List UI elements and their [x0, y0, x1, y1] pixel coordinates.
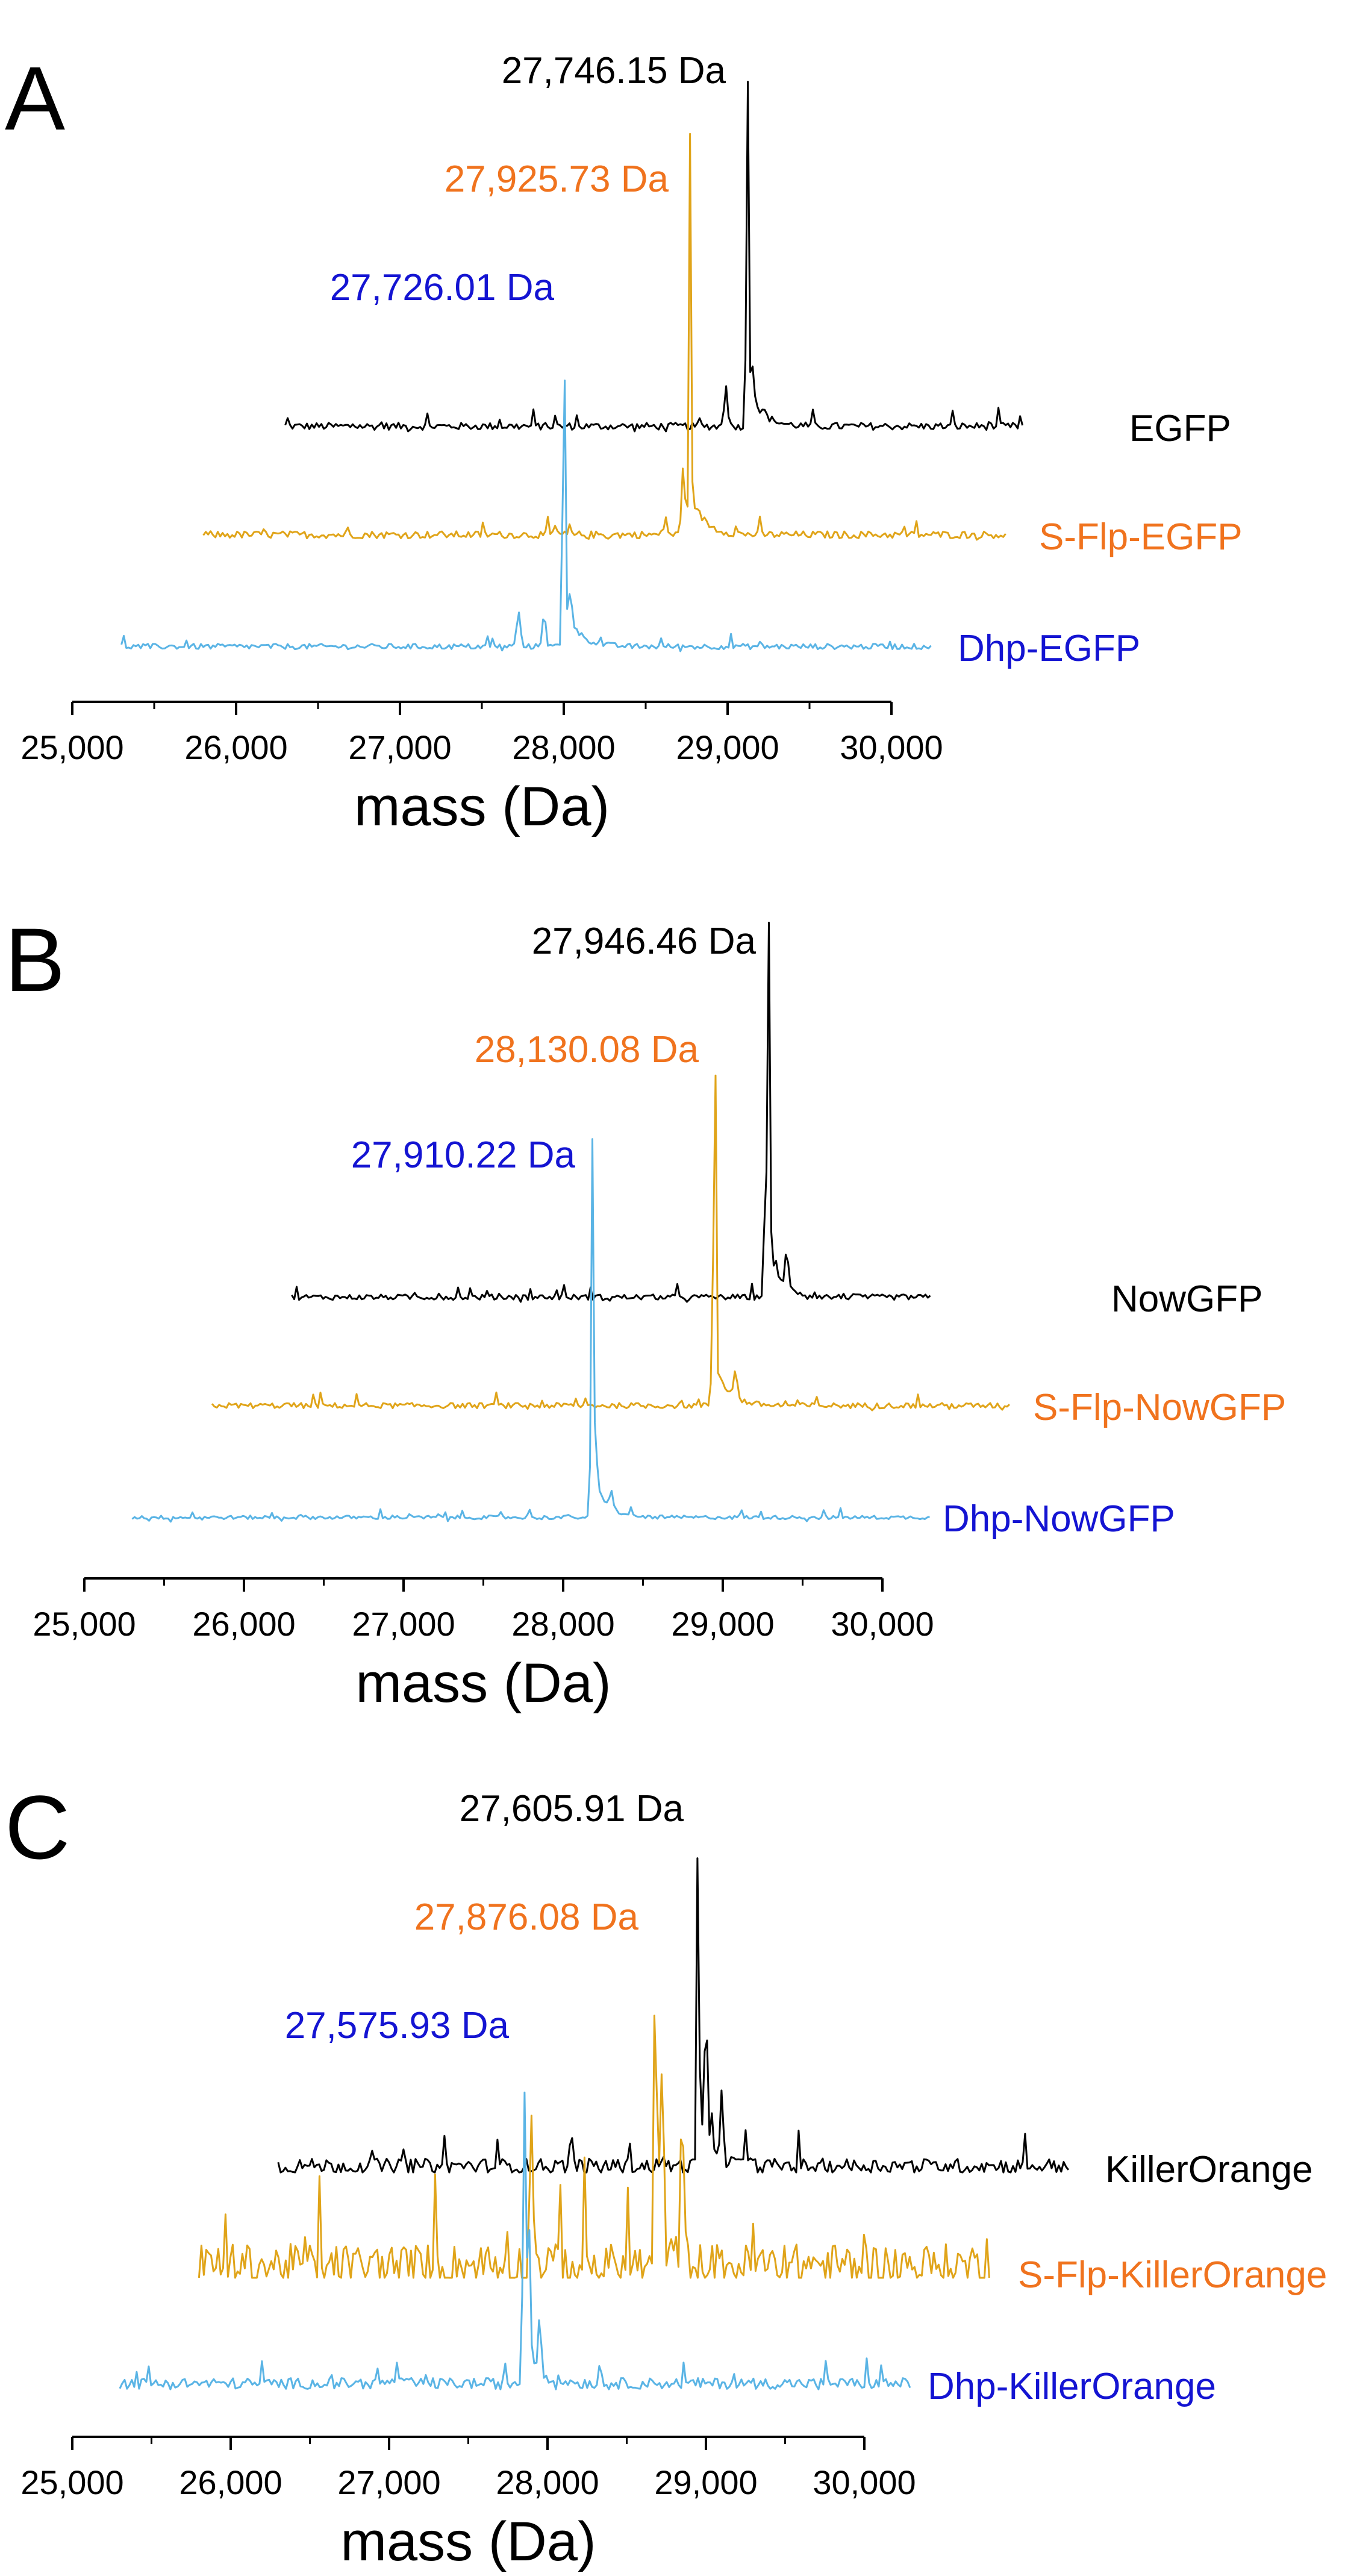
- panel-a: A 25,000 26,000 27,000 28,000 29,000 30,000 mas…: [5, 48, 1243, 837]
- x-tick-label: 29,000: [654, 2463, 757, 2501]
- x-tick-label: 29,000: [676, 728, 779, 766]
- peak-mass-label: 27,876.08 Da: [414, 1896, 639, 1938]
- series-trace-s-flp-egfp: [202, 133, 1006, 541]
- peak-mass-label: 27,575.93 Da: [285, 2005, 510, 2046]
- panel-b: B 25,000 26,000 27,000 28,000 29,000 30,000 mas…: [5, 909, 1286, 1714]
- x-axis-title: mass (Da): [340, 2511, 596, 2572]
- x-tick-label: 27,000: [352, 1605, 455, 1643]
- x-tick-label: 25,000: [33, 1605, 136, 1643]
- x-tick-label: 25,000: [20, 2463, 123, 2501]
- x-tick-label: 27,000: [348, 728, 451, 766]
- series-name-label: S-Flp-NowGFP: [1033, 1387, 1286, 1428]
- series-trace-s-flp-nowgfp: [211, 1074, 1011, 1411]
- series-name-label: Dhp-NowGFP: [943, 1498, 1175, 1540]
- series-name-label: EGFP: [1129, 408, 1231, 449]
- x-tick-label: 25,000: [20, 728, 123, 766]
- x-tick-label: 27,000: [337, 2463, 440, 2501]
- x-axis-title: mass (Da): [354, 776, 610, 837]
- peak-mass-label: 27,605.91 Da: [460, 1788, 684, 1830]
- x-tick-label: 30,000: [840, 728, 943, 766]
- series-trace-s-flp-killerorange: [198, 2015, 990, 2279]
- x-tick-label: 28,000: [512, 728, 615, 766]
- series-name-label: Dhp-EGFP: [958, 628, 1140, 669]
- peak-mass-label: 27,910.22 Da: [351, 1134, 576, 1176]
- series-trace-dhp-killerorange: [119, 2091, 911, 2390]
- panel-letter: A: [5, 48, 65, 149]
- x-tick-label: 30,000: [831, 1605, 934, 1643]
- panel-letter: B: [5, 909, 65, 1010]
- x-tick-label: 26,000: [192, 1605, 295, 1643]
- panel-letter: C: [5, 1777, 70, 1878]
- series-name-label: S-Flp-EGFP: [1039, 516, 1243, 558]
- x-tick-label: 26,000: [184, 728, 287, 766]
- series-name-label: NowGFP: [1111, 1278, 1262, 1320]
- series-trace-egfp: [284, 81, 1024, 433]
- series-trace-nowgfp: [291, 922, 931, 1303]
- peak-mass-label: 27,746.15 Da: [502, 50, 726, 92]
- x-tick-label: 28,000: [511, 1605, 614, 1643]
- peak-mass-label: 28,130.08 Da: [475, 1029, 699, 1071]
- series-trace-killerorange: [277, 1857, 1070, 2174]
- x-axis-title: mass (Da): [355, 1652, 611, 1714]
- panel-c: C 25,000 26,000 27,000 28,000 29,000 30,000 mas…: [5, 1777, 1327, 2572]
- series-trace-dhp-egfp: [120, 380, 932, 652]
- peak-mass-label: 27,946.46 Da: [532, 921, 757, 962]
- x-tick-label: 30,000: [813, 2463, 916, 2501]
- series-name-label: S-Flp-KillerOrange: [1018, 2254, 1327, 2296]
- peak-mass-label: 27,925.73 Da: [445, 158, 669, 200]
- series-trace-dhp-nowgfp: [131, 1138, 930, 1523]
- x-tick-label: 29,000: [671, 1605, 774, 1643]
- series-name-label: KillerOrange: [1105, 2149, 1313, 2190]
- peak-mass-label: 27,726.01 Da: [330, 267, 555, 308]
- series-name-label: Dhp-KillerOrange: [928, 2366, 1216, 2407]
- x-tick-label: 26,000: [179, 2463, 282, 2501]
- x-tick-label: 28,000: [496, 2463, 599, 2501]
